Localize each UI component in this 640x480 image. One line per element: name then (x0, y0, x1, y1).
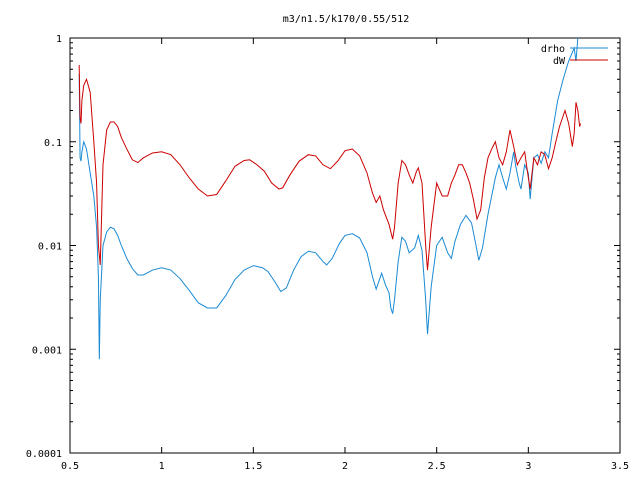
x-tick-label-5: 3 (525, 461, 531, 472)
y-tick-label-0: 1 (56, 34, 62, 45)
series-layer (78, 38, 582, 360)
x-tick-label-4: 2.5 (428, 461, 446, 472)
x-tick-label-6: 3.5 (611, 461, 629, 472)
series-line-dW (78, 64, 582, 271)
y-tick-label-3: 0.001 (32, 345, 62, 356)
legend-label-drho: drho (541, 44, 565, 55)
series-line-drho (78, 38, 579, 360)
plot-frame (69, 37, 621, 454)
x-tick-label-0: 0.5 (61, 461, 79, 472)
x-tick-label-3: 2 (342, 461, 348, 472)
y-tick-label-4: 0.0001 (26, 449, 62, 460)
y-tick-label-2: 0.01 (38, 242, 62, 253)
x-tick-label-2: 1.5 (244, 461, 262, 472)
chart-title: m3/n1.5/k170/0.55/512 (283, 14, 409, 25)
x-tick-label-1: 1 (159, 461, 165, 472)
y-tick-label-1: 0.1 (44, 138, 62, 149)
legend-label-dW: dW (553, 56, 566, 67)
axis-ticks: 0.5 1 1.5 2 2.5 3 3.5 1 0.1 0.01 0.001 0.0001 (26, 34, 629, 472)
